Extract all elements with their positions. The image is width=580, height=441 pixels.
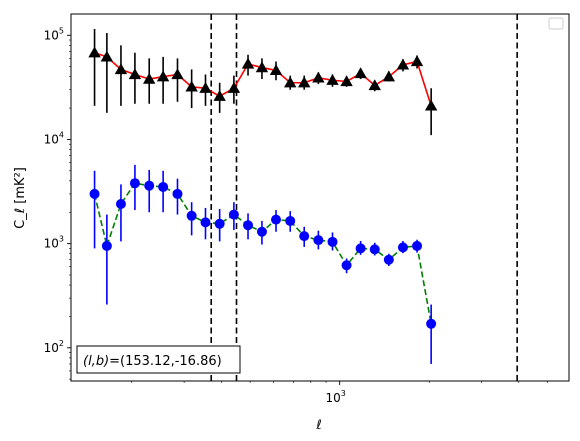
circle-marker — [426, 318, 437, 329]
y-tick-label: 103 — [44, 235, 64, 251]
circle-marker — [383, 254, 394, 265]
y-axis-label: C_ℓ [mK²] — [13, 167, 28, 229]
tick-exponent: 3 — [59, 235, 64, 244]
triangle-marker — [88, 46, 101, 58]
tick-base: 10 — [44, 237, 59, 251]
tick-base: 10 — [44, 132, 59, 146]
y-tick-label: 105 — [44, 26, 64, 42]
circle-marker — [256, 226, 267, 237]
circle-marker — [158, 181, 169, 192]
circle-marker — [101, 240, 112, 251]
plot-area — [71, 14, 569, 381]
annotation-box: (l,b)=(153.12,-16.86) — [76, 345, 241, 374]
x-tick-label: 103 — [325, 389, 345, 405]
vertical-reference-lines — [210, 14, 518, 381]
tick-exponent: 3 — [341, 389, 346, 398]
circle-marker — [172, 188, 183, 199]
triangle-marker — [143, 72, 156, 84]
triangle-marker — [312, 71, 325, 83]
triangle-marker — [396, 58, 410, 70]
annotation-text: (l,b)=(153.12,-16.86) — [83, 354, 222, 369]
triangle-marker — [185, 80, 198, 92]
circle-marker — [327, 236, 338, 247]
triangle-marker — [284, 76, 297, 88]
triangle-marker — [298, 76, 311, 88]
triangle-marker — [227, 82, 241, 93]
triangle-marker — [241, 57, 255, 69]
triangle-marker — [114, 63, 128, 75]
triangle-marker — [326, 74, 339, 85]
circle-marker — [355, 243, 366, 254]
triangle-marker — [410, 55, 424, 67]
circle-marker — [200, 217, 211, 228]
y-tick-label: 104 — [44, 130, 64, 146]
circle-marker — [397, 242, 408, 253]
circle-marker — [313, 235, 324, 246]
tick-base: 10 — [44, 28, 59, 42]
circle-marker — [115, 199, 126, 210]
circle-marker — [186, 210, 197, 221]
triangle-marker — [128, 68, 142, 80]
triangle-marker — [255, 61, 269, 73]
tick-exponent: 2 — [59, 339, 64, 348]
circle-marker — [369, 244, 380, 255]
plot-frame — [70, 13, 570, 382]
y-tick-label: 102 — [44, 339, 64, 355]
circle-marker — [228, 209, 239, 220]
circle-marker — [412, 240, 423, 251]
triangle-marker — [100, 50, 114, 62]
tick-base: 10 — [44, 341, 59, 355]
x-axis-label: ℓ — [315, 418, 321, 433]
annotation-lhs: (l,b) — [83, 354, 109, 369]
circle-marker — [89, 188, 100, 199]
circle-marker — [285, 215, 296, 226]
circle-marker — [243, 220, 254, 231]
triangle-marker — [424, 99, 438, 111]
annotation-rhs: =(153.12,-16.86) — [109, 354, 222, 369]
tick-exponent: 5 — [59, 26, 64, 35]
triangle-marker — [199, 82, 212, 93]
triangle-marker — [382, 70, 396, 82]
circle-marker — [144, 180, 155, 191]
circle-marker — [129, 178, 140, 189]
triangle-marker — [354, 67, 367, 79]
triangle-marker — [269, 64, 283, 76]
circle-marker — [341, 260, 352, 271]
triangle-marker — [213, 90, 226, 101]
triangle-marker — [171, 68, 184, 80]
circle-marker — [299, 231, 310, 242]
data-markers — [88, 46, 438, 329]
legend-box — [548, 17, 564, 30]
circle-marker — [214, 218, 225, 229]
triangle-marker — [340, 75, 353, 87]
triangle-marker — [368, 79, 381, 91]
triangle-marker — [156, 70, 170, 82]
circle-marker — [271, 214, 282, 225]
tick-exponent: 4 — [59, 130, 64, 139]
tick-base: 10 — [325, 391, 340, 405]
